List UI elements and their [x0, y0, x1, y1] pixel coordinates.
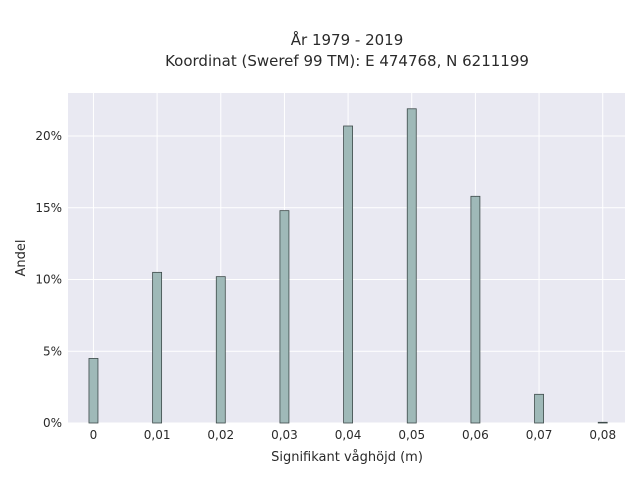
y-tick-label: 0% [43, 416, 62, 430]
bar [88, 358, 99, 424]
y-axis-label: Andel [14, 240, 29, 277]
x-axis-ticks: 0 0,01 0,02 0,03 0,04 0,05 0,06 0,07 0,08 [90, 428, 616, 442]
chart-title-line2: Koordinat (Sweref 99 TM): E 474768, N 62… [165, 52, 529, 70]
bar [470, 195, 481, 424]
x-tick-label: 0,01 [144, 428, 171, 442]
x-tick-label: 0,06 [462, 428, 489, 442]
x-axis-label: Signifikant våghöjd (m) [271, 450, 423, 465]
bar [152, 271, 163, 424]
x-tick-label: 0,02 [207, 428, 234, 442]
x-tick-label: 0,03 [271, 428, 298, 442]
x-tick-label: 0,05 [398, 428, 425, 442]
bar [343, 125, 353, 424]
y-tick-label: 5% [43, 344, 62, 358]
bar [406, 108, 417, 424]
bar [597, 421, 608, 424]
bar [279, 210, 290, 424]
bar [534, 393, 544, 424]
y-tick-label: 20% [35, 129, 62, 143]
x-tick-label: 0 [90, 428, 98, 442]
y-axis-ticks: 0% 5% 10% 15% 20% [35, 129, 62, 430]
x-tick-label: 0,07 [526, 428, 553, 442]
x-tick-label: 0,04 [335, 428, 362, 442]
bar-series [88, 108, 608, 424]
y-tick-label: 15% [35, 201, 62, 215]
y-tick-label: 10% [35, 273, 62, 287]
bar [215, 276, 226, 424]
chart-title-line1: År 1979 - 2019 [291, 30, 404, 49]
x-tick-label: 0,08 [589, 428, 616, 442]
